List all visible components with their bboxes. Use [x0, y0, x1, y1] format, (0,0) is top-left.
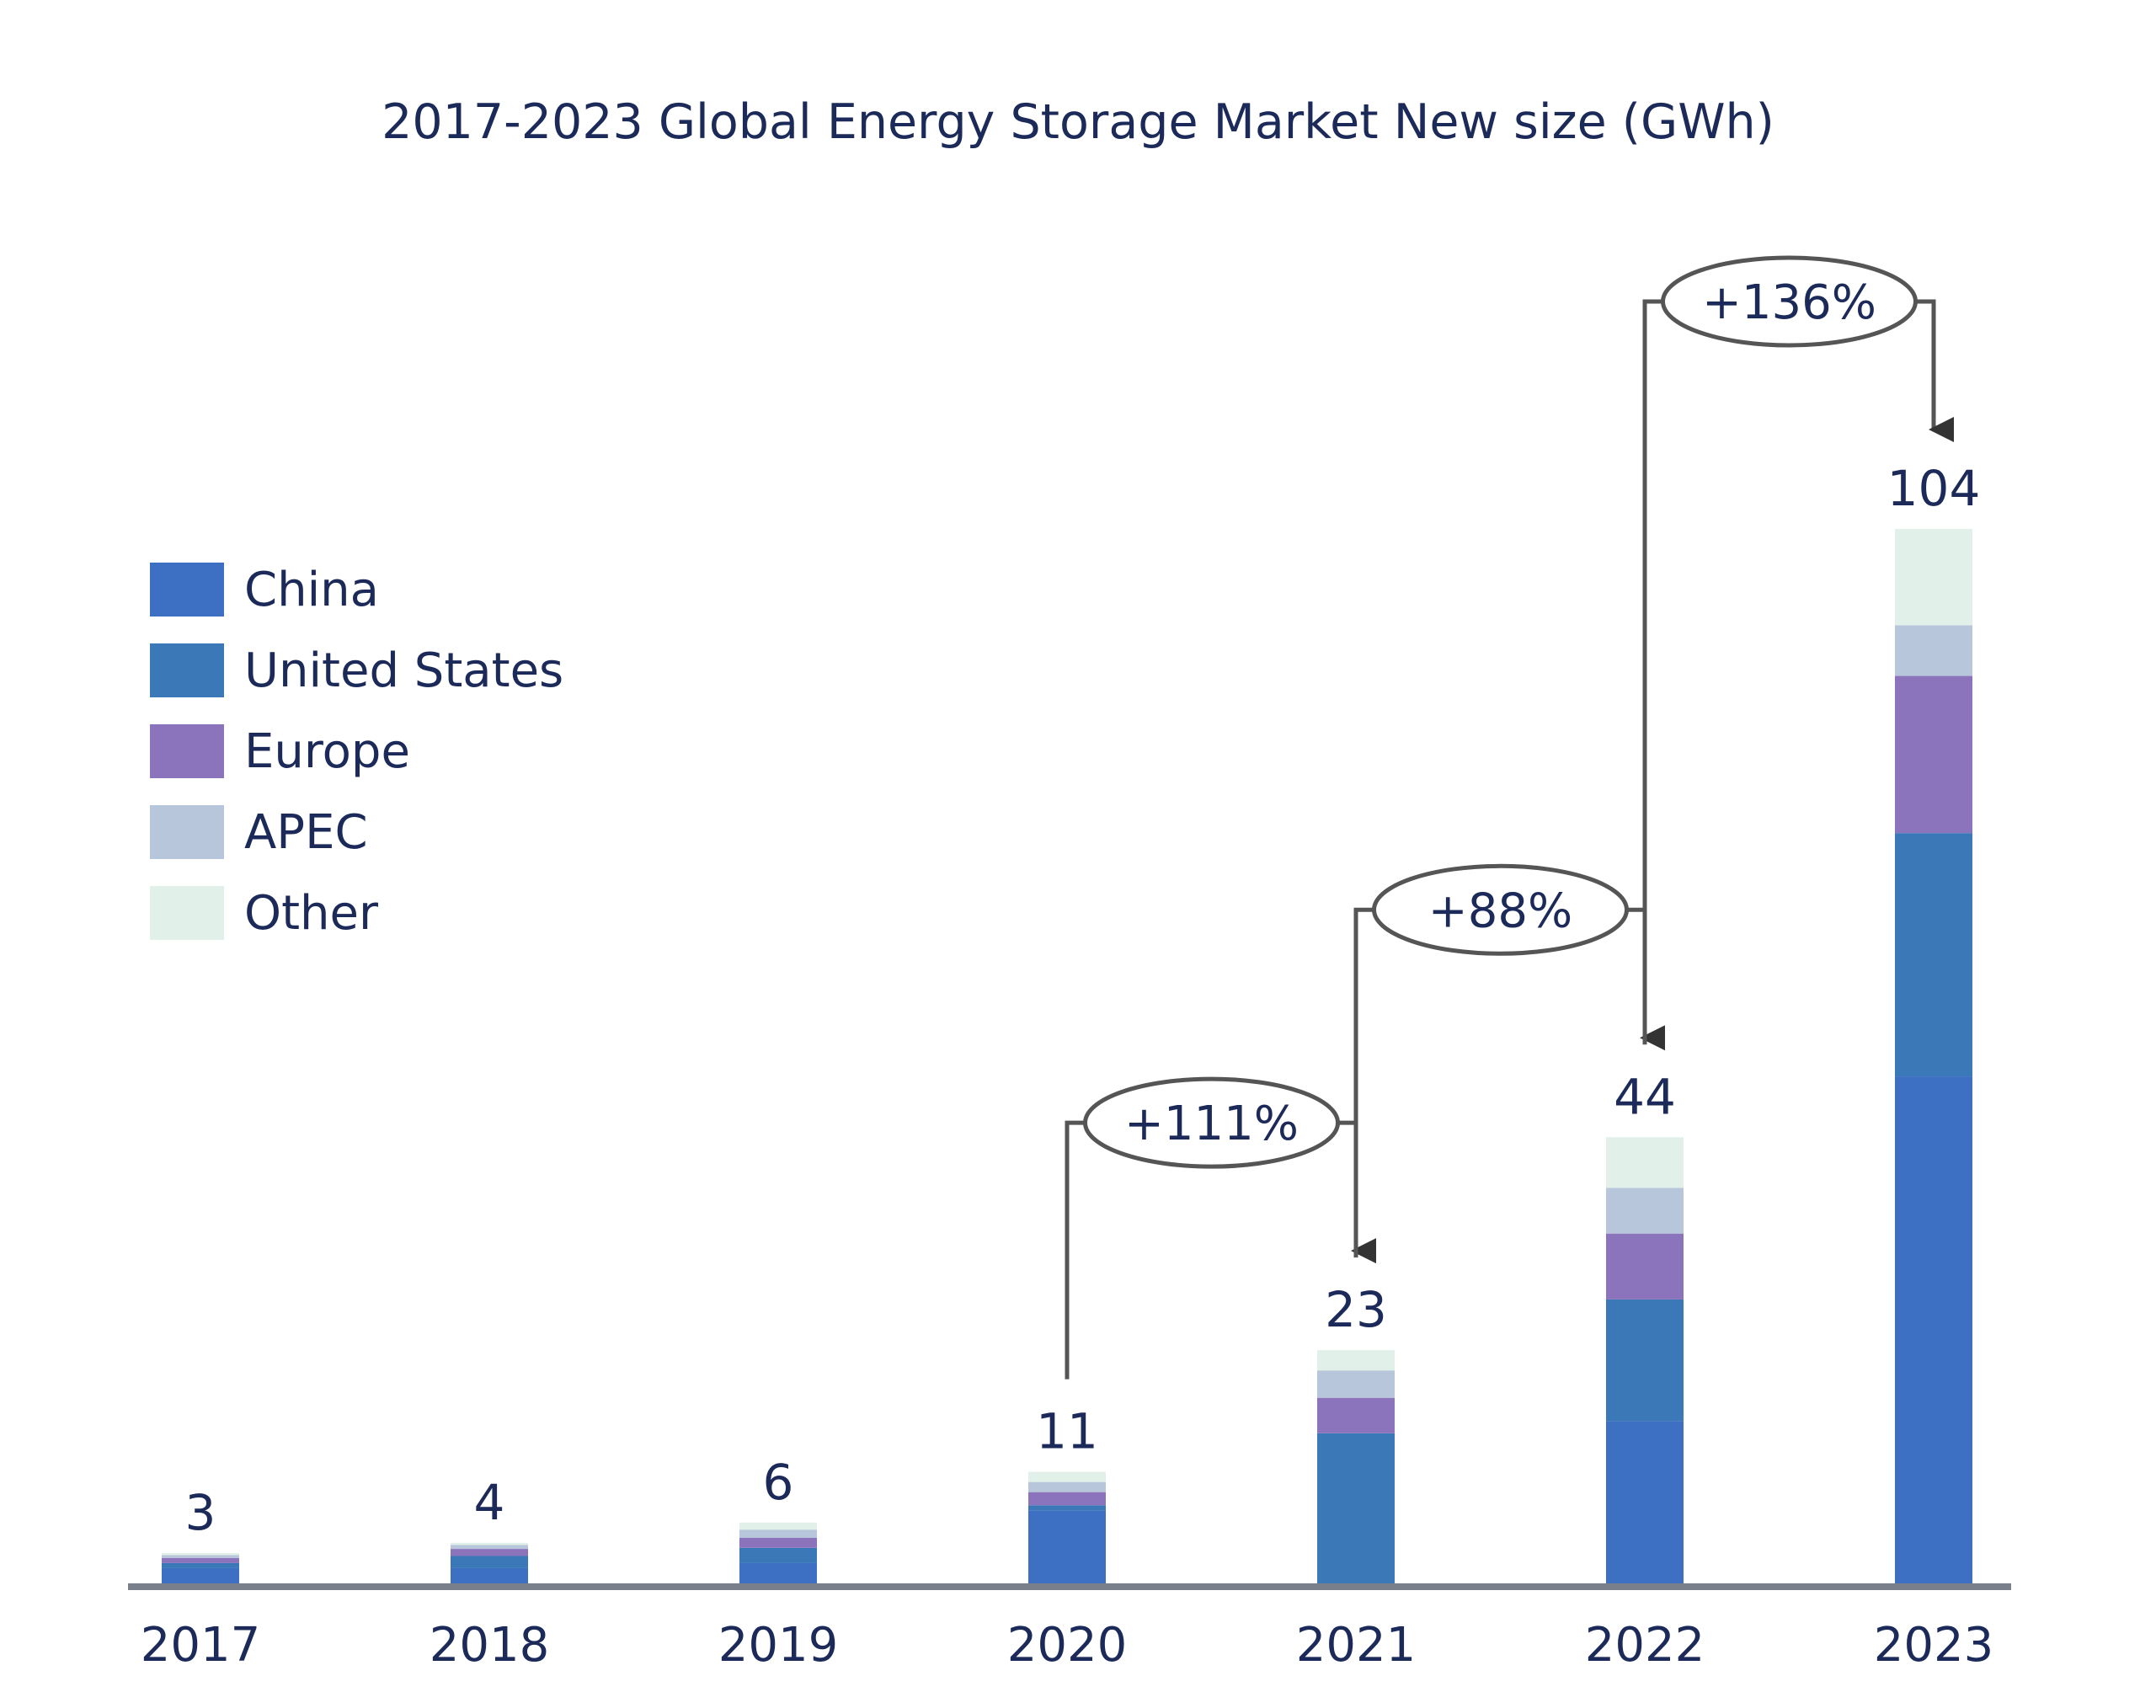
- bar-segment-united-states-2017: [162, 1562, 239, 1568]
- x-tick-label-2019: 2019: [718, 1618, 839, 1673]
- bar-segment-apec-2022: [1606, 1188, 1684, 1234]
- growth-label-2022-2023: +136%: [1702, 275, 1876, 330]
- bar-segment-other-2021: [1317, 1350, 1395, 1371]
- legend-label-china: China: [244, 562, 379, 617]
- value-label-2017: 3: [185, 1484, 216, 1541]
- legend-item-united-states: United States: [150, 630, 563, 711]
- legend-label-united-states: United States: [244, 643, 564, 698]
- legend-item-other: Other: [150, 873, 563, 953]
- bar-segment-europe-2019: [739, 1537, 817, 1548]
- bar-segment-united-states-2020: [1028, 1505, 1106, 1511]
- value-label-2023: 104: [1887, 460, 1981, 517]
- legend-label-other: Other: [244, 885, 379, 941]
- x-tick-label-2022: 2022: [1585, 1618, 1705, 1673]
- x-tick-label-2017: 2017: [141, 1618, 261, 1673]
- growth-bubble-2020-2021: [1083, 1076, 1340, 1169]
- legend-item-apec: APEC: [150, 792, 563, 873]
- growth-label-2020-2021: +111%: [1124, 1097, 1299, 1151]
- growth-label-2021-2022: +88%: [1428, 883, 1572, 938]
- legend-swatch-europe: [150, 724, 224, 778]
- legend-swatch-other: [150, 886, 224, 940]
- legend-swatch-united-states: [150, 643, 224, 697]
- x-tick-label-2018: 2018: [430, 1618, 550, 1673]
- bar-segment-china-2019: [739, 1562, 817, 1583]
- growth-bubble-2021-2022: [1372, 863, 1629, 956]
- bar-segment-apec-2020: [1028, 1481, 1106, 1492]
- growth-bubble-2022-2023: [1661, 255, 1918, 348]
- bar-segment-united-states-2021: [1317, 1433, 1395, 1583]
- bar-segment-europe-2020: [1028, 1492, 1106, 1506]
- bar-segment-china-2018: [451, 1567, 528, 1583]
- chart-title: 2017-2023 Global Energy Storage Market N…: [382, 94, 1774, 150]
- bar-segment-other-2017: [162, 1552, 239, 1556]
- bar-segment-united-states-2019: [739, 1547, 817, 1563]
- x-tick-label-2021: 2021: [1296, 1618, 1417, 1673]
- bar-segment-europe-2017: [162, 1557, 239, 1563]
- bar-segment-europe-2022: [1606, 1233, 1684, 1300]
- legend-swatch-china: [150, 563, 224, 616]
- bar-segment-other-2023: [1895, 529, 1972, 626]
- legend-label-europe: Europe: [244, 723, 410, 779]
- bar-segment-china-2017: [162, 1567, 239, 1583]
- legend-item-europe: Europe: [150, 711, 563, 792]
- bar-segment-apec-2023: [1895, 625, 1972, 676]
- bar-segment-other-2019: [739, 1522, 817, 1530]
- legend: China United States Europe APEC Other: [150, 549, 563, 953]
- bar-segment-united-states-2018: [451, 1556, 528, 1568]
- legend-swatch-apec: [150, 805, 224, 859]
- value-label-2019: 6: [763, 1454, 794, 1511]
- value-label-2018: 4: [474, 1474, 505, 1531]
- bar-segment-united-states-2023: [1895, 833, 1972, 1077]
- value-label-2020: 11: [1036, 1403, 1098, 1460]
- bar-segment-china-2020: [1028, 1510, 1106, 1583]
- legend-item-china: China: [150, 549, 563, 630]
- bar-segment-united-states-2022: [1606, 1299, 1684, 1422]
- growth-arrow-2021-2022: [1353, 907, 1665, 1258]
- value-label-2021: 23: [1325, 1281, 1387, 1338]
- legend-label-apec: APEC: [244, 804, 368, 860]
- bar-segment-europe-2023: [1895, 675, 1972, 834]
- growth-arrow-2022-2023: [1642, 299, 1954, 1045]
- bar-segment-other-2022: [1606, 1137, 1684, 1188]
- x-tick-label-2023: 2023: [1874, 1618, 1994, 1673]
- bar-segment-china-2023: [1895, 1076, 1972, 1583]
- bar-segment-apec-2019: [739, 1529, 817, 1538]
- bar-segment-europe-2018: [451, 1549, 528, 1556]
- bar-segment-apec-2017: [162, 1555, 239, 1558]
- bar-segment-china-2022: [1606, 1421, 1684, 1583]
- value-label-2022: 44: [1614, 1068, 1676, 1125]
- bar-segment-europe-2021: [1317, 1397, 1395, 1433]
- bar-segment-other-2020: [1028, 1471, 1106, 1482]
- bar-segment-apec-2021: [1317, 1370, 1395, 1398]
- bar-segment-other-2018: [451, 1542, 528, 1545]
- x-tick-label-2020: 2020: [1007, 1618, 1128, 1673]
- bar-segment-apec-2018: [451, 1545, 528, 1550]
